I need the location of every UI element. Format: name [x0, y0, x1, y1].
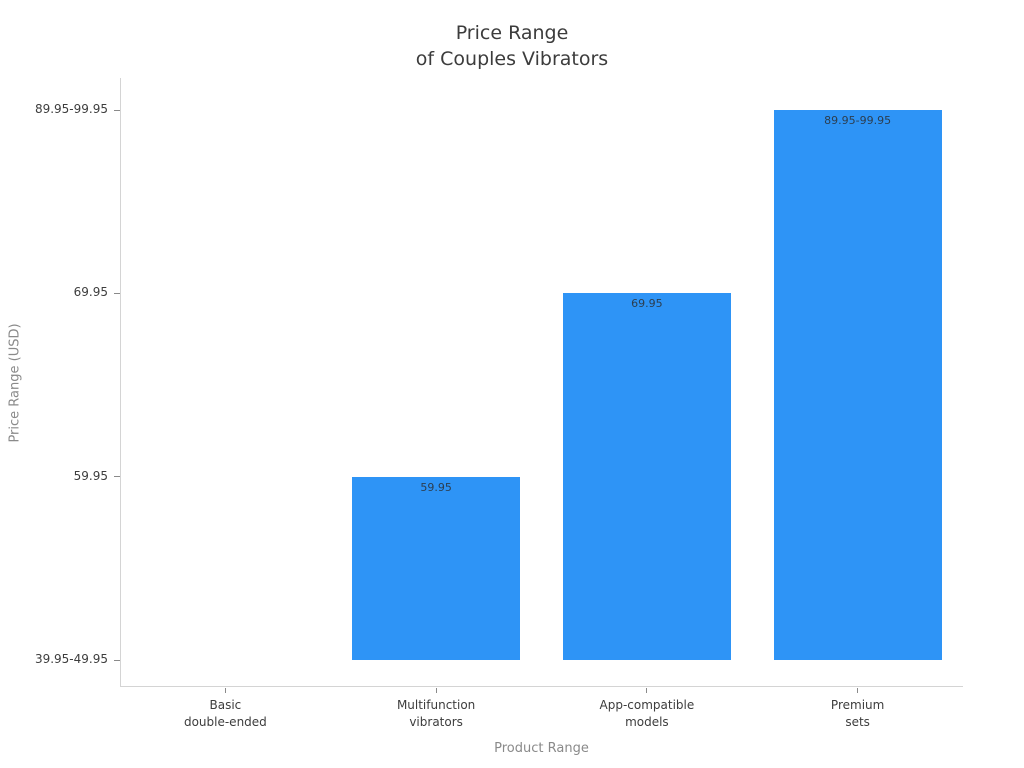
x-tick-mark: [646, 688, 648, 693]
chart-title-line2: of Couples Vibrators: [415, 48, 609, 70]
y-axis-title: Price Range (USD): [7, 323, 23, 443]
x-tick-label-line: sets: [845, 715, 870, 729]
x-tick-mark: [435, 688, 437, 693]
x-tick-label: Multifunction vibrators: [331, 697, 541, 731]
x-tick-label-line: double-ended: [183, 715, 267, 729]
x-tick-mark: [224, 688, 226, 693]
x-axis-title: Product Range: [494, 741, 589, 756]
x-tick-label-line: Multifunction: [396, 698, 476, 712]
y-tick-label: 39.95-49.95: [34, 652, 108, 666]
bar-label: 59.95: [420, 480, 452, 494]
y-tick-mark: [114, 109, 120, 111]
x-tick-mark: [857, 688, 859, 693]
y-tick-label: 59.95: [73, 468, 108, 483]
x-tick-label-line: Premium: [830, 698, 885, 712]
bar-label: 89.95-99.95: [824, 114, 892, 127]
x-tick-label: App-compatible models: [542, 697, 752, 731]
y-tick-mark: [114, 659, 120, 661]
bar-label: 69.95: [631, 297, 663, 311]
y-tick-mark: [114, 476, 120, 478]
x-tick-label-line: models: [625, 715, 669, 729]
chart-title-line1: Price Range: [455, 22, 569, 44]
y-tick-label: 69.95: [73, 285, 108, 300]
x-tick-label-line: Basic: [209, 698, 242, 712]
bar: 69.95: [562, 293, 731, 660]
y-tick-mark: [114, 292, 120, 294]
x-tick-label-line: vibrators: [409, 715, 463, 729]
bar: 59.95: [352, 476, 521, 660]
x-tick-label-line: App-compatible: [599, 698, 695, 712]
chart-title: Price Range of Couples Vibrators: [0, 20, 1024, 72]
y-tick-label: 89.95-99.95: [34, 102, 108, 116]
x-tick-label: Basic double-ended: [120, 697, 330, 731]
bar: 89.95-99.95: [773, 110, 942, 660]
x-tick-label: Premium sets: [753, 697, 963, 731]
plot-area: [120, 78, 963, 687]
